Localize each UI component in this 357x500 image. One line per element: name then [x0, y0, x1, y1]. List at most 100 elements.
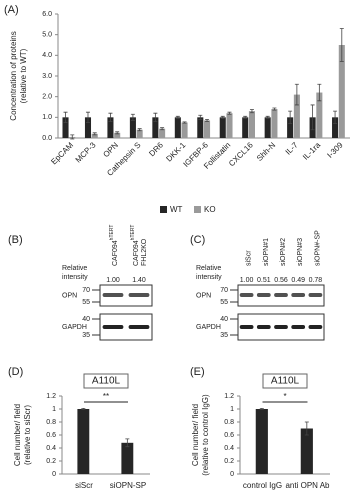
x-tick-label: siScr	[75, 481, 93, 490]
marker-label: 70	[220, 287, 228, 294]
y-tick-label: 0.8	[224, 419, 234, 426]
intensity-label: Relative	[196, 265, 221, 272]
lane-name: siOPN#3	[297, 238, 304, 266]
bar	[77, 409, 90, 474]
error-bar	[63, 111, 68, 123]
y-tick-label: 3.0	[42, 73, 52, 80]
bar	[181, 122, 188, 138]
chart-title: A110L	[92, 376, 121, 387]
bar	[197, 117, 204, 138]
error-bar	[70, 134, 75, 140]
band	[239, 293, 254, 297]
legend-label: WT	[170, 205, 183, 214]
x-tick-label: IL-7	[284, 140, 301, 157]
panel-label: (D)	[8, 366, 23, 378]
y-tick-label: 0.2	[46, 458, 56, 465]
lane-name: CAF094	[133, 240, 140, 266]
x-tick-label: EpCAM	[49, 140, 75, 166]
intensity-label: intensity	[62, 274, 88, 281]
error-bar	[85, 111, 90, 123]
y-tick-label: 0.4	[224, 445, 234, 452]
lane-name: CAF094	[112, 240, 119, 266]
bar	[107, 117, 114, 138]
protein-label: OPN	[196, 292, 211, 299]
error-bar	[92, 132, 97, 136]
error-bar	[288, 110, 293, 124]
error-bar	[304, 421, 309, 436]
bar	[332, 117, 339, 138]
band	[256, 293, 271, 297]
error-bar	[175, 115, 180, 119]
marker-label: 55	[82, 299, 90, 306]
y-axis-label: Cell number/ field	[13, 404, 22, 466]
panel-label: (C)	[190, 234, 205, 246]
error-bar	[294, 83, 299, 106]
lane-name: siOPN#-SP	[314, 230, 321, 266]
band	[274, 325, 288, 329]
error-bar	[272, 107, 277, 111]
error-bar	[81, 407, 86, 411]
intensity-label: Relative	[62, 265, 87, 272]
x-tick-label: CXCL16	[227, 140, 255, 168]
marker-label: 40	[82, 316, 90, 323]
marker-label: 55	[220, 299, 228, 306]
lane-name: siScr	[245, 250, 252, 266]
bar	[152, 117, 159, 138]
intensity-value: 0.56	[274, 277, 288, 284]
lane-label: siOPN#3	[297, 238, 304, 266]
bar	[338, 45, 345, 138]
y-tick-label: 6.0	[42, 11, 52, 18]
error-bar	[333, 110, 338, 124]
marker-label: 35	[220, 332, 228, 339]
lane-label: siOPN#1	[263, 238, 270, 266]
band	[291, 293, 306, 297]
y-tick-label: 1.0	[42, 114, 52, 121]
x-tick-label: IL-1ra	[301, 140, 323, 162]
band	[256, 325, 271, 329]
band	[308, 293, 323, 297]
y-tick-label: 0.6	[46, 432, 56, 439]
lane-label-line2: FHL2KO	[141, 238, 148, 266]
legend-swatch	[194, 206, 201, 213]
y-axis-label: (relative to WT)	[19, 48, 28, 103]
marker-label: 40	[220, 316, 228, 323]
band	[128, 325, 150, 329]
band	[102, 325, 124, 329]
y-tick-label: 5.0	[42, 32, 52, 39]
significance-label: **	[103, 392, 109, 401]
bar	[255, 409, 268, 474]
error-bar	[115, 131, 120, 135]
error-bar	[137, 128, 142, 132]
legend-label: KO	[204, 205, 216, 214]
bar	[129, 117, 136, 138]
title-box	[262, 373, 308, 389]
error-bar	[198, 114, 203, 120]
band	[274, 293, 288, 297]
error-bar	[243, 115, 248, 119]
blot-frame	[99, 313, 153, 341]
bar	[287, 117, 294, 138]
bar	[204, 120, 211, 138]
y-tick-label: 1	[230, 406, 234, 413]
x-tick-label: Shh-N	[255, 140, 278, 163]
x-tick-label: siOPN-SP	[110, 481, 146, 490]
y-tick-label: 0.8	[46, 419, 56, 426]
bar	[136, 129, 143, 138]
lane-label: siOPN#-SP	[314, 230, 321, 266]
protein-label: OPN	[62, 292, 77, 299]
band	[102, 293, 124, 297]
y-axis-label: Concentration of proteins	[9, 31, 18, 120]
marker-label: 35	[82, 332, 90, 339]
error-bar	[310, 104, 315, 131]
protein-label: GAPDH	[196, 324, 221, 331]
error-bar	[220, 115, 225, 119]
error-bar	[130, 113, 135, 121]
lane-label: siOPN#2	[280, 238, 287, 266]
y-tick-label: 1	[52, 406, 56, 413]
y-tick-label: 0.4	[46, 445, 56, 452]
band	[291, 325, 306, 329]
x-tick-label: anti OPN Ab	[285, 481, 330, 490]
blot-frame	[237, 284, 325, 307]
y-tick-label: 1.2	[224, 393, 234, 400]
